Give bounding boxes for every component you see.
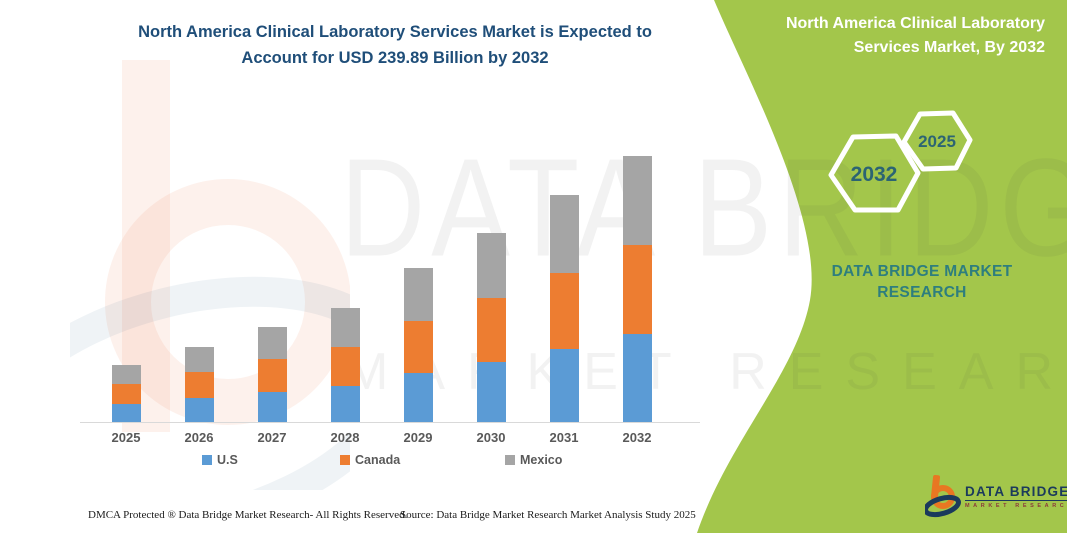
bar-segment-canada xyxy=(403,320,433,373)
bar-segment-canada xyxy=(622,244,652,334)
legend-swatch xyxy=(340,455,350,465)
hexagon-2032-label: 2032 xyxy=(851,163,898,186)
legend-item-mexico: Mexico xyxy=(505,453,562,467)
bar-segment-us xyxy=(111,404,141,422)
footer-logo-title: DATA BRIDGE xyxy=(965,484,1067,501)
legend-swatch xyxy=(505,455,515,465)
datab-logo-icon xyxy=(925,474,961,518)
x-axis-label-2027: 2027 xyxy=(257,430,287,445)
footer-brand-logo: DATA BRIDGE MARKET RESEARCH xyxy=(925,470,1067,522)
bar-segment-mexico xyxy=(403,268,433,321)
x-axis-label-2028: 2028 xyxy=(330,430,360,445)
legend-item-us: U.S xyxy=(202,453,238,467)
bar-2031 xyxy=(549,195,579,422)
source-note: Source: Data Bridge Market Research Mark… xyxy=(400,509,696,521)
bar-segment-canada xyxy=(111,384,141,405)
bar-segment-us xyxy=(257,391,287,422)
main-title: North America Clinical Laboratory Servic… xyxy=(138,23,652,67)
bar-2025 xyxy=(111,365,141,422)
datab-watermark-logo xyxy=(70,60,350,490)
bar-2030 xyxy=(476,233,506,422)
bar-segment-canada xyxy=(257,359,287,392)
hexagon-2025-badge: 2025 xyxy=(901,110,973,172)
bar-2026 xyxy=(184,347,214,422)
side-panel-title: North America Clinical Laboratory Servic… xyxy=(785,15,1045,56)
legend-label: Canada xyxy=(355,453,401,467)
bar-segment-us xyxy=(622,333,652,422)
bar-segment-mexico xyxy=(549,195,579,273)
x-axis-label-2031: 2031 xyxy=(549,430,579,445)
bar-2027 xyxy=(257,327,287,422)
footer-logo-words: DATA BRIDGE MARKET RESEARCH xyxy=(965,484,1067,509)
chart-plot-area xyxy=(80,140,700,423)
bar-segment-canada xyxy=(549,272,579,350)
bar-segment-us xyxy=(549,349,579,422)
x-axis-label-2030: 2030 xyxy=(476,430,506,445)
bar-segment-mexico xyxy=(184,347,214,373)
bar-segment-us xyxy=(476,361,506,422)
dmca-notice: DMCA Protected ® Data Bridge Market Rese… xyxy=(88,509,408,521)
hexagon-2025-label: 2025 xyxy=(918,132,956,151)
x-axis-label-2025: 2025 xyxy=(111,430,141,445)
bar-2029 xyxy=(403,268,433,422)
x-axis-label-2026: 2026 xyxy=(184,430,214,445)
bar-segment-us xyxy=(184,398,214,422)
bar-2032 xyxy=(622,156,652,422)
bar-segment-mexico xyxy=(111,365,141,385)
bar-segment-canada xyxy=(184,372,214,399)
bar-segment-us xyxy=(330,385,360,422)
bar-segment-mexico xyxy=(622,156,652,245)
legend-item-canada: Canada xyxy=(340,453,400,467)
x-axis-label-2032: 2032 xyxy=(622,430,652,445)
bar-segment-us xyxy=(403,372,433,422)
bar-segment-canada xyxy=(330,346,360,386)
x-axis-label-2029: 2029 xyxy=(403,430,433,445)
stacked-bar-chart: 2025 2026 2027 2028 2029 2030 2031 2032 U.S Canad… xyxy=(80,140,705,485)
bar-segment-mexico xyxy=(476,233,506,298)
legend-swatch xyxy=(202,455,212,465)
brand-teal-text: DATA BRIDGE MARKET RESEARCH xyxy=(831,263,1013,301)
bar-segment-mexico xyxy=(257,327,287,360)
bar-segment-mexico xyxy=(330,308,360,347)
legend-label: Mexico xyxy=(520,453,563,467)
year-hexagons: 2032 2025 xyxy=(828,110,973,213)
bar-2028 xyxy=(330,308,360,422)
footer-logo-subtitle: MARKET RESEARCH xyxy=(965,502,1067,509)
legend-label: U.S xyxy=(217,453,238,467)
bar-segment-canada xyxy=(476,297,506,362)
hexagon-2032-badge: 2032 xyxy=(828,133,921,213)
